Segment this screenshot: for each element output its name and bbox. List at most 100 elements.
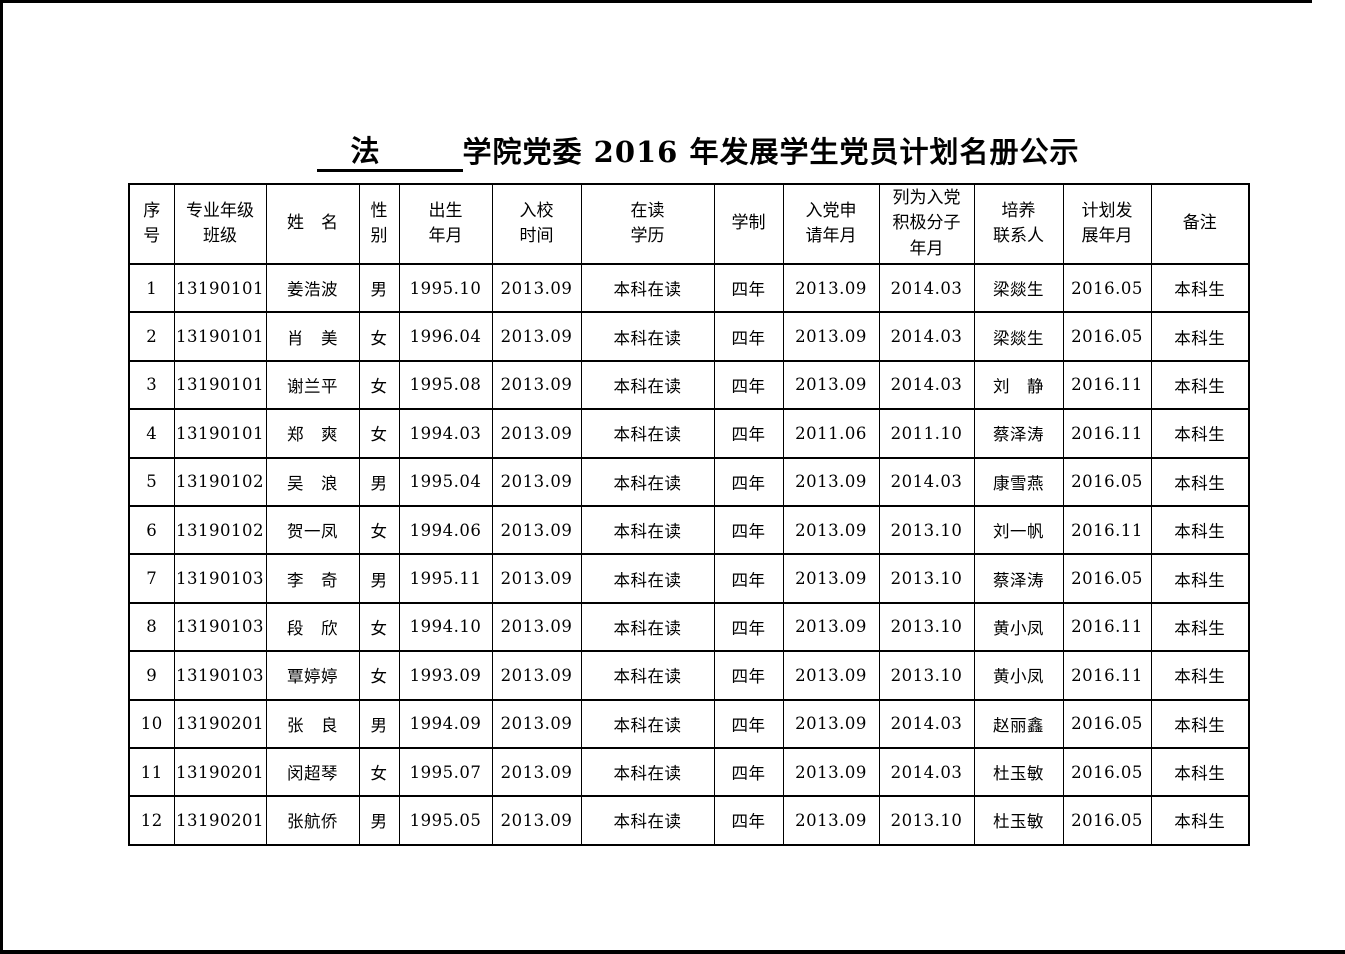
table-cell: 2013.09 [782,456,880,507]
roster-body: 1 13190101 姜浩波男 1995.10 2013.09 本科在读 四年 2013.09… [128,262,1250,846]
table-cell: 本科生 [1150,795,1250,846]
table-cell: 2013.10 [878,795,975,846]
page-frame-top [0,0,1312,3]
table-cell: 本科生 [1150,746,1250,798]
table-cell: 四年 [713,504,784,556]
table-cell: 9 [128,650,175,701]
header-line: 姓 名 [287,213,338,234]
table-cell: 8 [128,601,175,653]
table-cell: 康雪燕 [973,456,1064,507]
table-cell: 2013.09 [491,601,582,653]
table-cell: 2016.05 [1062,746,1152,798]
header-line: 列为入党 [892,187,961,208]
table-cell: 2013.09 [491,262,582,314]
table-cell: 13190201 [173,746,267,798]
table-row: 5 13190102 吴 浪男 1995.04 2013.09 本科在读 四年 2013.09… [128,456,1250,507]
table-row: 8 13190103 段 欣女 1994.10 2013.09 本科在读 四年 2013.09… [128,601,1250,653]
table-cell: 2013.10 [878,553,975,604]
table-cell: 段 欣 [265,601,360,653]
table-cell: 2013.09 [782,504,880,556]
table-cell: 1 [128,262,175,314]
table-cell: 2016.11 [1062,359,1152,411]
table-cell: 2013.10 [878,504,975,556]
table-cell: 2013.09 [782,650,880,701]
table-cell: 2016.11 [1062,408,1152,459]
table-cell: 本科在读 [580,553,715,604]
header-cell-7: 学制 [713,183,784,265]
header-line: 专业年级 [186,200,254,221]
table-cell: 2016.05 [1062,553,1152,604]
table-cell: 2013.09 [491,408,582,459]
table-cell: 2013.09 [782,359,880,411]
table-row: 10 13190201 张 良男 1994.09 2013.09 本科在读 四年 2013.0… [128,698,1250,749]
table-cell: 2013.09 [782,746,880,798]
table-cell: 梁燚生 [973,311,1064,362]
table-cell: 赵丽鑫 [973,698,1064,749]
table-cell: 杜玉敏 [973,795,1064,846]
table-row: 11 13190201 闵超琴女 1995.07 2013.09 本科在读 四年 2013.0… [128,746,1250,798]
table-cell: 1995.07 [398,746,493,798]
table-cell: 女 [358,650,400,701]
title-blank-text: 法 [350,134,381,168]
table-cell: 1995.10 [398,262,493,314]
table-cell: 覃婷婷 [265,650,360,701]
header-line: 计划发 [1081,200,1133,221]
table-cell: 男 [358,262,400,314]
table-cell: 1995.08 [398,359,493,411]
table-cell: 2013.09 [491,456,582,507]
table-cell: 本科生 [1150,456,1250,507]
page-frame-left [0,0,3,954]
table-cell: 本科在读 [580,359,715,411]
table-cell: 13190101 [173,408,267,459]
header-line: 班级 [203,226,237,246]
table-cell: 2013.09 [782,795,880,846]
table-cell: 1995.11 [398,553,493,604]
table-cell: 13190103 [173,601,267,653]
header-line: 别 [370,226,388,246]
table-cell: 四年 [713,456,784,507]
table-cell: 男 [358,698,400,749]
table-cell: 2016.05 [1062,698,1152,749]
header-line: 序 [143,200,161,221]
roster-table: 序号专业年级 班级姓 名性别出生 年月 入校 时间 在读 学历 学制 入党申 请年月 列为入党 积极分… [128,183,1250,846]
table-cell: 本科生 [1150,408,1250,459]
header-cell-6: 在读 学历 [580,183,715,265]
table-cell: 杜玉敏 [973,746,1064,798]
table-cell: 5 [128,456,175,507]
table-cell: 四年 [713,795,784,846]
table-cell: 本科在读 [580,601,715,653]
table-cell: 黄小凤 [973,650,1064,701]
header-row: 序号专业年级 班级姓 名性别出生 年月 入校 时间 在读 学历 学制 入党申 请年月 列为入党 积极分… [128,183,1250,265]
table-cell: 肖 美 [265,311,360,362]
table-cell: 本科在读 [580,311,715,362]
table-cell: 女 [358,746,400,798]
table-cell: 2013.09 [491,504,582,556]
table-cell: 四年 [713,408,784,459]
table-row: 12 13190201 张航侨男 1995.05 2013.09 本科在读 四年 2013.0… [128,795,1250,846]
table-cell: 刘一帆 [973,504,1064,556]
table-row: 9 13190103 覃婷婷女 1993.09 2013.09 本科在读 四年 2013.09… [128,650,1250,701]
table-cell: 2014.03 [878,698,975,749]
header-cell-1: 专业年级 班级 [173,183,267,265]
table-cell: 1994.03 [398,408,493,459]
table-cell: 黄小凤 [973,601,1064,653]
table-cell: 11 [128,746,175,798]
table-cell: 男 [358,456,400,507]
table-cell: 10 [128,698,175,749]
table-cell: 2016.11 [1062,504,1152,556]
table-cell: 1994.09 [398,698,493,749]
table-cell: 1995.05 [398,795,493,846]
table-row: 2 13190101 肖 美女 1996.04 2013.09 本科在读 四年 2013.09… [128,311,1250,362]
header-line: 展年月 [1081,226,1133,246]
table-cell: 2011.06 [782,408,880,459]
document-title: 法 学院党委 2016 年发展学生党员计划名册公示 [128,130,1268,172]
table-cell: 2014.03 [878,359,975,411]
header-cell-12: 备注 [1150,183,1250,265]
table-cell: 本科在读 [580,262,715,314]
header-cell-5: 入校 时间 [491,183,582,265]
header-cell-3: 性别 [358,183,400,265]
table-cell: 2013.09 [782,311,880,362]
header-line: 请年月 [805,226,857,246]
table-cell: 本科在读 [580,795,715,846]
